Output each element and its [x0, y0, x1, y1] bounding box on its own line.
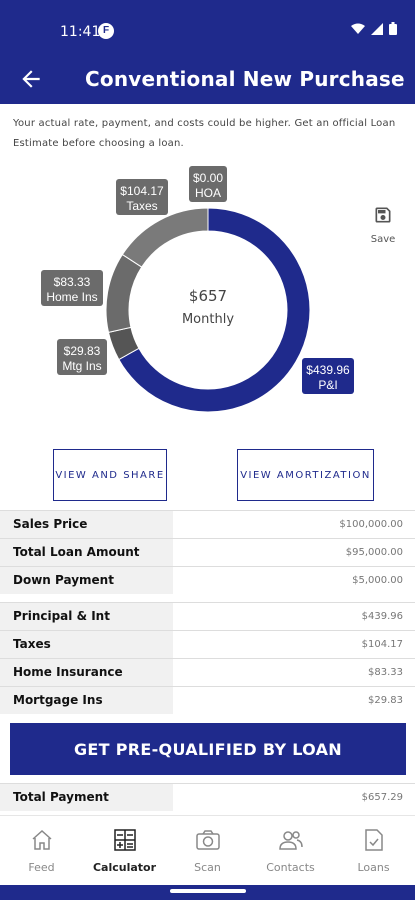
- payment-breakdown-table: Principal & Int $439.96 Taxes $104.17 Home…: [0, 602, 415, 714]
- wifi-icon: [351, 23, 365, 34]
- contacts-icon: [278, 831, 303, 850]
- row-label: Sales Price: [0, 511, 173, 538]
- center-amount: $657: [189, 287, 227, 305]
- app-bar: Conventional New Purchase: [0, 58, 415, 104]
- status-icons: [351, 22, 397, 35]
- row-value: $104.17: [361, 639, 403, 650]
- nav-item-calculator[interactable]: Calculator: [83, 816, 166, 885]
- nav-item-loans[interactable]: Loans: [332, 816, 415, 885]
- chart-label-value: $439.96: [306, 363, 350, 377]
- center-label: Monthly: [182, 312, 234, 327]
- save-button[interactable]: Save: [368, 205, 398, 245]
- save-icon: [375, 207, 391, 223]
- row-value: $29.83: [368, 695, 403, 706]
- bottom-navigation: Feed Calculator Scan Contacts Loans: [0, 815, 415, 885]
- donut-slice-taxes: [121, 207, 209, 268]
- nav-label: Feed: [28, 861, 55, 874]
- table-row: Principal & Int $439.96: [0, 602, 415, 630]
- app-notification-icon: F: [98, 23, 114, 39]
- row-label: Mortgage Ins: [0, 687, 173, 714]
- row-value: $83.33: [368, 667, 403, 678]
- row-value: $439.96: [361, 611, 403, 622]
- total-payment-table: Total Payment $657.29: [0, 783, 415, 811]
- page-title: Conventional New Purchase: [85, 67, 405, 91]
- table-row: Down Payment $5,000.00: [0, 566, 415, 594]
- home-icon: [32, 829, 51, 850]
- chart-label-value: $0.00: [193, 171, 223, 185]
- row-value: $95,000.00: [345, 547, 403, 558]
- status-bar: 11:41 F: [0, 0, 415, 58]
- chart-label-name: Mtg Ins: [62, 359, 101, 373]
- calculator-icon: [113, 829, 136, 851]
- row-label: Taxes: [0, 631, 173, 658]
- camera-icon: [195, 830, 220, 850]
- gesture-bar: [0, 885, 415, 900]
- nav-label: Calculator: [92, 861, 157, 874]
- nav-item-feed[interactable]: Feed: [0, 816, 83, 885]
- row-label: Down Payment: [0, 567, 173, 594]
- nav-label: Scan: [194, 861, 221, 874]
- donut-slice-home-ins: [105, 253, 143, 334]
- nav-item-scan[interactable]: Scan: [166, 816, 249, 885]
- disclaimer-text: Your actual rate, payment, and costs cou…: [13, 118, 396, 149]
- row-label: Total Payment: [0, 784, 173, 811]
- back-arrow-icon[interactable]: [18, 66, 44, 92]
- table-row: Total Loan Amount $95,000.00: [0, 538, 415, 566]
- row-label: Total Loan Amount: [0, 539, 173, 566]
- chart-label-p-i: $439.96P&I: [302, 358, 354, 394]
- row-label: Home Insurance: [0, 659, 173, 686]
- chart-label-name: HOA: [195, 186, 221, 200]
- nav-label: Loans: [357, 861, 390, 874]
- home-indicator: [170, 889, 246, 893]
- chart-label-value: $29.83: [64, 344, 101, 358]
- loan-summary-table: Sales Price $100,000.00 Total Loan Amount…: [0, 510, 415, 594]
- chart-label-name: Taxes: [126, 199, 157, 213]
- row-label: Principal & Int: [0, 603, 173, 630]
- chart-label-name: P&I: [318, 378, 337, 392]
- table-row: Home Insurance $83.33: [0, 658, 415, 686]
- donut-slice-p-i: [118, 207, 311, 413]
- nav-item-contacts[interactable]: Contacts: [249, 816, 332, 885]
- table-row: Sales Price $100,000.00: [0, 510, 415, 538]
- save-label: Save: [370, 234, 396, 245]
- chart-label-value: $83.33: [54, 275, 91, 289]
- battery-icon: [389, 22, 397, 35]
- view-and-share-button[interactable]: VIEW AND SHARE: [53, 449, 167, 501]
- table-row: Total Payment $657.29: [0, 783, 415, 811]
- table-row: Taxes $104.17: [0, 630, 415, 658]
- row-value: $100,000.00: [339, 519, 403, 530]
- row-value: $5,000.00: [352, 575, 403, 586]
- document-icon: [364, 829, 383, 851]
- row-value: $657.29: [361, 792, 403, 803]
- nav-label: Contacts: [266, 861, 315, 874]
- status-time: 11:41: [60, 24, 101, 40]
- signal-icon: [371, 22, 383, 35]
- chart-label-value: $104.17: [120, 184, 164, 198]
- view-amortization-button[interactable]: VIEW AMORTIZATION: [237, 449, 374, 501]
- table-row: Mortgage Ins $29.83: [0, 686, 415, 714]
- get-prequalified-button[interactable]: GET PRE-QUALIFIED BY LOAN: [10, 723, 406, 775]
- chart-label-name: Home Ins: [46, 290, 97, 304]
